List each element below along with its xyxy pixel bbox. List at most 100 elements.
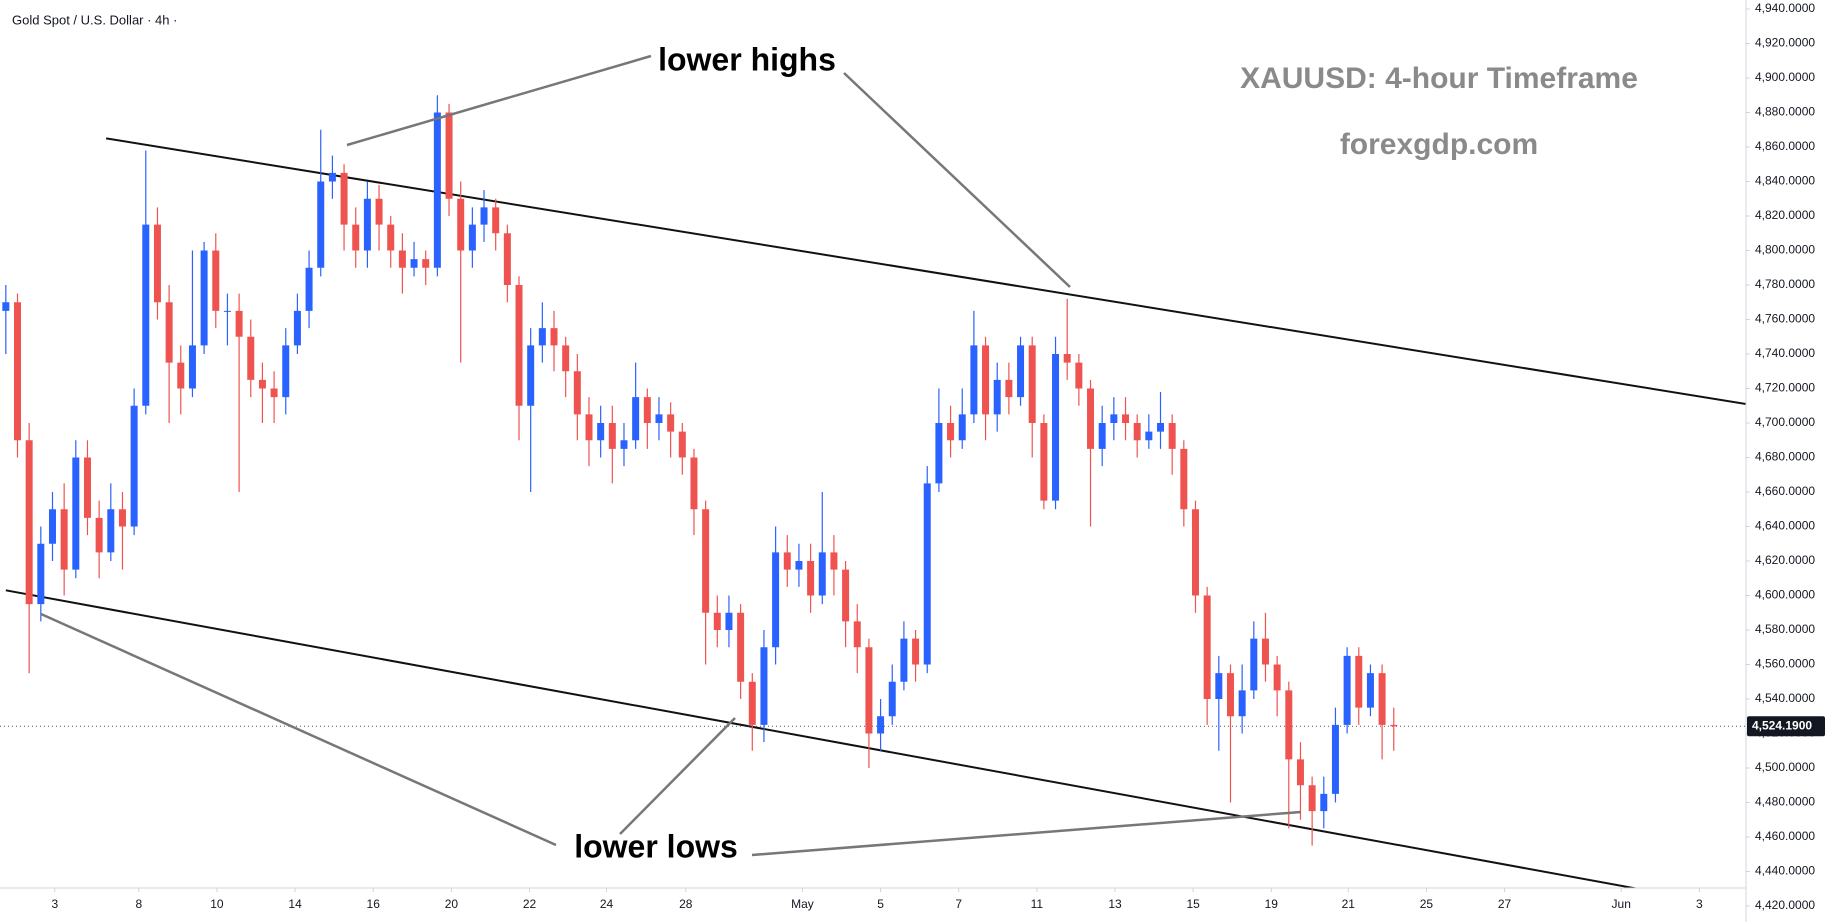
candle-body bbox=[165, 302, 173, 363]
annotation: lower highs bbox=[658, 41, 836, 77]
x-tick-label: 16 bbox=[367, 897, 381, 911]
last-price-box bbox=[1747, 716, 1825, 737]
x-tick-label: 25 bbox=[1420, 897, 1434, 911]
x-tick-label: 13 bbox=[1108, 897, 1122, 911]
candle-body bbox=[1320, 793, 1328, 812]
candle-body bbox=[702, 509, 710, 613]
candle-body bbox=[935, 423, 943, 484]
candle-body bbox=[760, 647, 768, 725]
candle-body bbox=[585, 414, 593, 441]
candle-body bbox=[853, 621, 861, 648]
candle-body bbox=[1215, 673, 1223, 699]
candle-body bbox=[387, 224, 395, 251]
annotation: lower lows bbox=[574, 828, 738, 864]
candle-body bbox=[1145, 431, 1153, 441]
candle-body bbox=[48, 509, 56, 544]
candle-body bbox=[37, 543, 45, 605]
x-tick-label: 22 bbox=[523, 897, 537, 911]
pointer-line bbox=[751, 810, 1302, 857]
candle-body bbox=[223, 310, 231, 312]
candle-body bbox=[597, 423, 605, 441]
pointer-line bbox=[40, 612, 557, 847]
y-tick-label: 4,760.0000 bbox=[1755, 312, 1815, 326]
candle-body bbox=[737, 612, 745, 682]
y-tick-label: 4,860.0000 bbox=[1755, 139, 1815, 153]
candle-body bbox=[270, 388, 278, 398]
candle-body bbox=[247, 336, 255, 380]
candle-body bbox=[888, 681, 896, 717]
y-tick-label: 4,700.0000 bbox=[1755, 415, 1815, 429]
y-tick-label: 4,600.0000 bbox=[1755, 588, 1815, 602]
candle-body bbox=[212, 250, 220, 311]
chart-title: XAUUSD: 4-hour Timeframe bbox=[1240, 62, 1638, 95]
x-tick-label: 5 bbox=[877, 897, 884, 911]
pointer-line bbox=[843, 72, 1071, 288]
candle-body bbox=[1261, 638, 1269, 665]
candle-body bbox=[1063, 354, 1071, 363]
y-tick-label: 4,840.0000 bbox=[1755, 174, 1815, 188]
x-tick-label: 27 bbox=[1498, 897, 1512, 911]
candle-body bbox=[1296, 759, 1304, 786]
candle-body bbox=[573, 371, 581, 415]
candle-body bbox=[1075, 362, 1083, 389]
candle-body bbox=[1378, 673, 1386, 725]
candle-body bbox=[282, 345, 290, 398]
candle-body bbox=[340, 172, 348, 225]
y-tick-label: 4,820.0000 bbox=[1755, 208, 1815, 222]
candle-body bbox=[1040, 423, 1048, 501]
candle-body bbox=[352, 224, 360, 251]
candle-body bbox=[1226, 673, 1234, 717]
symbol-label: Gold Spot / U.S. Dollar · 4h · bbox=[12, 12, 177, 27]
trendline bbox=[5, 589, 1639, 888]
candle-body bbox=[772, 552, 780, 648]
candle-body bbox=[200, 250, 208, 346]
candle-body bbox=[1273, 664, 1281, 691]
y-tick-label: 4,500.0000 bbox=[1755, 760, 1815, 774]
candle-body bbox=[1331, 724, 1339, 794]
candle-body bbox=[503, 233, 511, 285]
candle-body bbox=[13, 302, 21, 441]
y-tick-label: 4,680.0000 bbox=[1755, 450, 1815, 464]
y-tick-label: 4,620.0000 bbox=[1755, 553, 1815, 567]
candle-body bbox=[1087, 388, 1095, 449]
candle-body bbox=[865, 647, 873, 734]
x-tick-label: Jun bbox=[1612, 897, 1631, 911]
y-tick-label: 4,480.0000 bbox=[1755, 795, 1815, 809]
y-tick-label: 4,580.0000 bbox=[1755, 622, 1815, 636]
candle-body bbox=[632, 397, 640, 441]
x-tick-label: 3 bbox=[1696, 897, 1703, 911]
candle-body bbox=[1238, 690, 1246, 717]
candle-body bbox=[1157, 423, 1165, 432]
candle-body bbox=[83, 457, 91, 518]
candle-body bbox=[410, 259, 418, 268]
candle-body bbox=[142, 224, 150, 406]
candle-body bbox=[690, 457, 698, 510]
candle-body bbox=[317, 181, 325, 268]
candle-body bbox=[1285, 690, 1293, 760]
candle-body bbox=[235, 310, 243, 337]
candle-body bbox=[445, 112, 453, 199]
candle-body bbox=[970, 345, 978, 415]
candle-body bbox=[1017, 345, 1025, 398]
x-tick-label: 20 bbox=[445, 897, 459, 911]
candle-body bbox=[643, 397, 651, 423]
x-tick-label: 8 bbox=[135, 897, 142, 911]
y-tick-label: 4,440.0000 bbox=[1755, 864, 1815, 878]
candle-body bbox=[783, 552, 791, 570]
candle-body bbox=[527, 345, 535, 406]
candle-body bbox=[1005, 379, 1013, 398]
candle-body bbox=[912, 638, 920, 665]
candle-body bbox=[667, 414, 675, 432]
candle-body bbox=[72, 457, 80, 570]
y-tick-label: 4,420.0000 bbox=[1755, 898, 1815, 912]
candle-body bbox=[713, 612, 721, 630]
candle-body bbox=[795, 561, 803, 570]
candle-body bbox=[25, 440, 33, 605]
candle-body bbox=[375, 198, 383, 225]
candle-body bbox=[130, 405, 138, 527]
candle-body bbox=[1180, 448, 1188, 510]
candle-body bbox=[1390, 724, 1398, 727]
candle-body bbox=[1355, 655, 1363, 708]
candle-body bbox=[398, 250, 406, 268]
